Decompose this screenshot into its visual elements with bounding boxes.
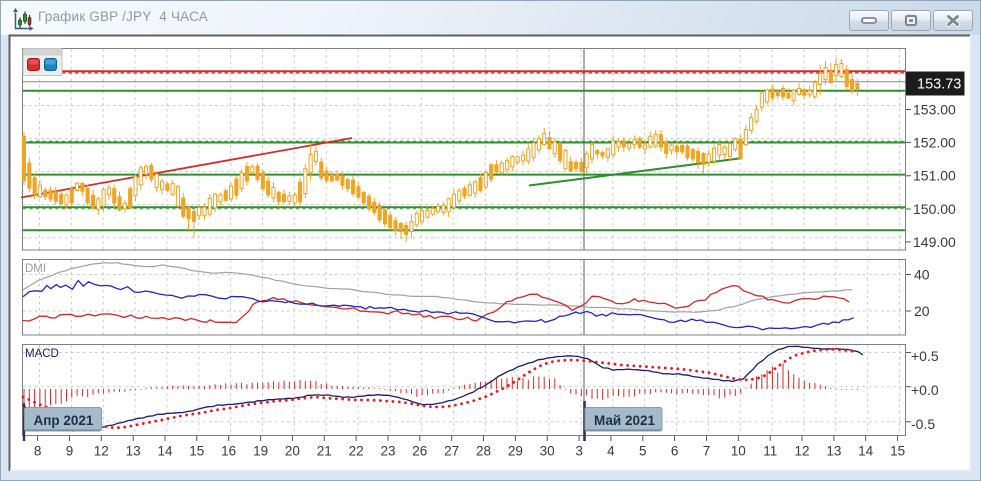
svg-text:-0.5: -0.5	[911, 416, 935, 432]
svg-text:3: 3	[575, 444, 583, 459]
svg-text:28: 28	[476, 444, 491, 459]
svg-text:151.00: 151.00	[913, 168, 956, 184]
svg-text:9: 9	[66, 444, 74, 459]
svg-text:16: 16	[221, 444, 236, 459]
svg-text:14: 14	[157, 444, 173, 459]
svg-text:13: 13	[126, 444, 141, 459]
svg-text:6: 6	[671, 444, 679, 459]
svg-text:7: 7	[703, 444, 711, 459]
svg-text:4: 4	[607, 444, 615, 459]
svg-text:23: 23	[380, 444, 395, 459]
svg-text:30: 30	[540, 444, 555, 459]
svg-text:150.00: 150.00	[913, 201, 956, 217]
svg-text:152.00: 152.00	[913, 134, 956, 150]
svg-text:27: 27	[444, 444, 459, 459]
svg-text:+0.5: +0.5	[911, 348, 939, 364]
svg-text:11: 11	[763, 444, 777, 459]
svg-text:+0.0: +0.0	[911, 382, 939, 398]
svg-text:19: 19	[253, 444, 268, 459]
svg-text:12: 12	[794, 444, 809, 459]
svg-text:13: 13	[826, 444, 841, 459]
svg-text:153.73: 153.73	[917, 77, 961, 93]
svg-text:149.00: 149.00	[913, 234, 956, 250]
svg-text:21: 21	[317, 444, 332, 459]
svg-text:40: 40	[914, 267, 930, 283]
svg-text:153.00: 153.00	[913, 102, 956, 118]
svg-text:Апр 2021: Апр 2021	[34, 413, 94, 428]
svg-text:15: 15	[189, 444, 204, 459]
svg-text:8: 8	[34, 444, 42, 459]
svg-text:20: 20	[285, 444, 300, 459]
svg-text:26: 26	[412, 444, 427, 459]
svg-text:14: 14	[858, 444, 874, 459]
svg-text:22: 22	[349, 444, 364, 459]
svg-text:29: 29	[508, 444, 523, 459]
svg-text:10: 10	[731, 444, 746, 459]
svg-text:15: 15	[890, 444, 905, 459]
svg-text:20: 20	[914, 303, 930, 319]
svg-text:MACD: MACD	[25, 348, 59, 360]
svg-text:Май 2021: Май 2021	[594, 413, 655, 428]
svg-text:5: 5	[639, 444, 647, 459]
svg-text:DMI: DMI	[25, 263, 46, 275]
svg-text:12: 12	[94, 444, 109, 459]
